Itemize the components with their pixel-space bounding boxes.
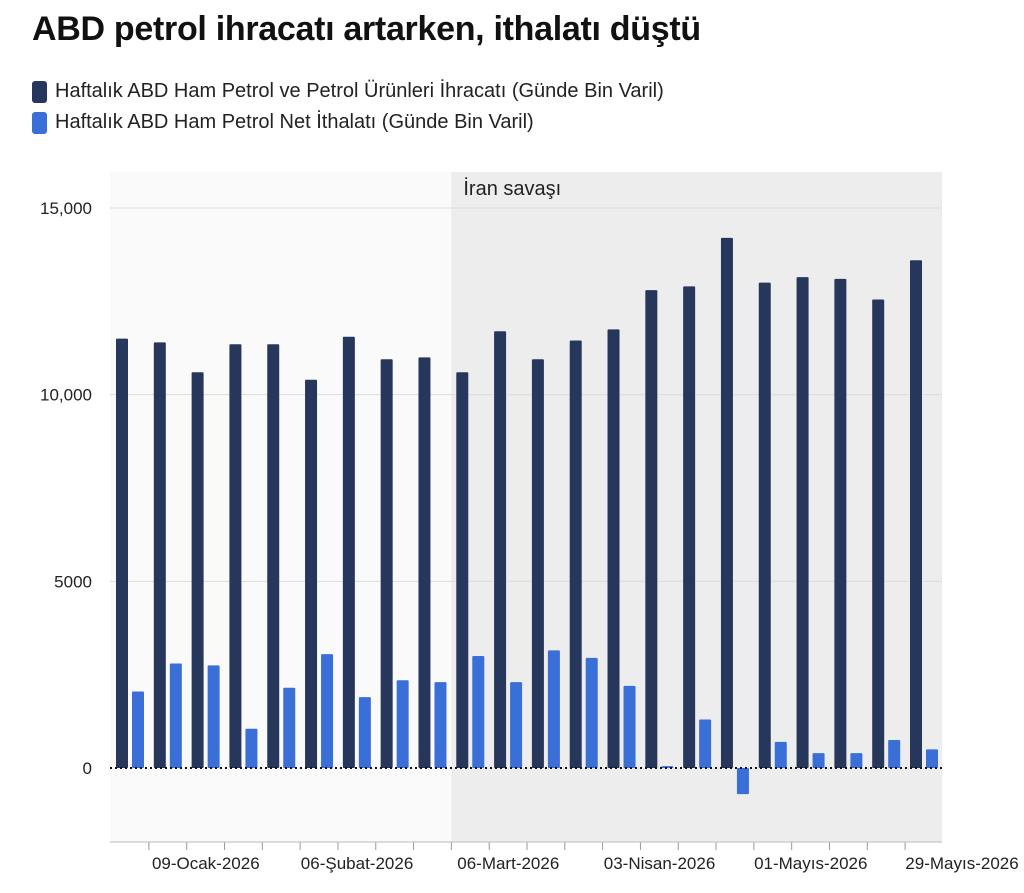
import-bar <box>736 768 749 795</box>
x-tick-label: 06-Mart-2026 <box>457 854 559 873</box>
legend-swatch-exports <box>32 80 47 103</box>
import-bar <box>358 697 371 768</box>
import-bar <box>547 650 560 768</box>
x-tick-label: 01-Mayıs-2026 <box>754 854 867 873</box>
legend-label-exports: Haftalık ABD Ham Petrol ve Petrol Ürünle… <box>55 80 664 102</box>
export-bar <box>796 277 809 768</box>
import-bar <box>321 654 334 768</box>
import-bar <box>207 665 220 768</box>
export-bar <box>191 372 204 768</box>
import-bar <box>850 753 863 768</box>
legend-item-exports: Haftalık ABD Ham Petrol ve Petrol Ürünle… <box>32 76 664 107</box>
import-bar <box>623 685 636 768</box>
x-tick-label: 09-Ocak-2026 <box>152 854 260 873</box>
export-bar <box>910 260 922 768</box>
export-bar <box>342 336 355 768</box>
export-bar <box>456 372 469 768</box>
import-bar <box>812 753 825 768</box>
import-bar <box>774 741 787 768</box>
export-bar <box>834 278 847 768</box>
chart-title: ABD petrol ihracatı artarken, ithalatı d… <box>32 10 701 48</box>
export-bar <box>720 237 733 768</box>
y-tick-label: 0 <box>83 759 92 778</box>
legend-item-imports: Haftalık ABD Ham Petrol Net İthalatı (Gü… <box>32 107 664 138</box>
import-bar <box>169 663 182 768</box>
x-tick-label: 03-Nisan-2026 <box>604 854 716 873</box>
export-bar <box>305 379 318 768</box>
import-bar <box>585 657 598 768</box>
y-tick-label: 15,000 <box>40 199 92 218</box>
import-bar <box>472 656 485 768</box>
import-bar <box>888 740 901 768</box>
import-bar <box>245 728 258 768</box>
import-bar <box>434 682 447 768</box>
import-bar <box>396 680 409 768</box>
legend-swatch-imports <box>32 111 47 134</box>
y-tick-label: 10,000 <box>40 386 92 405</box>
import-bar <box>926 749 938 768</box>
export-bar <box>153 342 166 768</box>
export-bar <box>531 359 544 768</box>
x-tick-label: 06-Şubat-2026 <box>301 854 413 873</box>
import-bar <box>510 682 523 768</box>
shaded-region-label: İran savaşı <box>463 177 561 200</box>
export-bar <box>872 299 885 768</box>
export-bar <box>683 286 696 768</box>
x-tick-label: 29-Mayıs-2026 <box>905 854 1018 873</box>
export-bar <box>758 282 771 768</box>
import-bar <box>699 719 712 768</box>
export-bar <box>418 357 431 768</box>
export-bar <box>229 344 242 768</box>
export-bar <box>116 338 128 768</box>
export-bar <box>645 290 658 768</box>
y-tick-label: 5000 <box>54 572 92 591</box>
legend-label-imports: Haftalık ABD Ham Petrol Net İthalatı (Gü… <box>55 111 534 133</box>
export-bar <box>494 331 507 768</box>
export-bar <box>569 340 582 768</box>
export-bar <box>380 359 393 768</box>
export-bar <box>607 329 620 768</box>
shaded-region <box>451 172 942 842</box>
import-bar <box>132 691 144 768</box>
export-bar <box>267 344 280 768</box>
import-bar <box>283 687 296 768</box>
legend: Haftalık ABD Ham Petrol ve Petrol Ürünle… <box>32 76 664 138</box>
